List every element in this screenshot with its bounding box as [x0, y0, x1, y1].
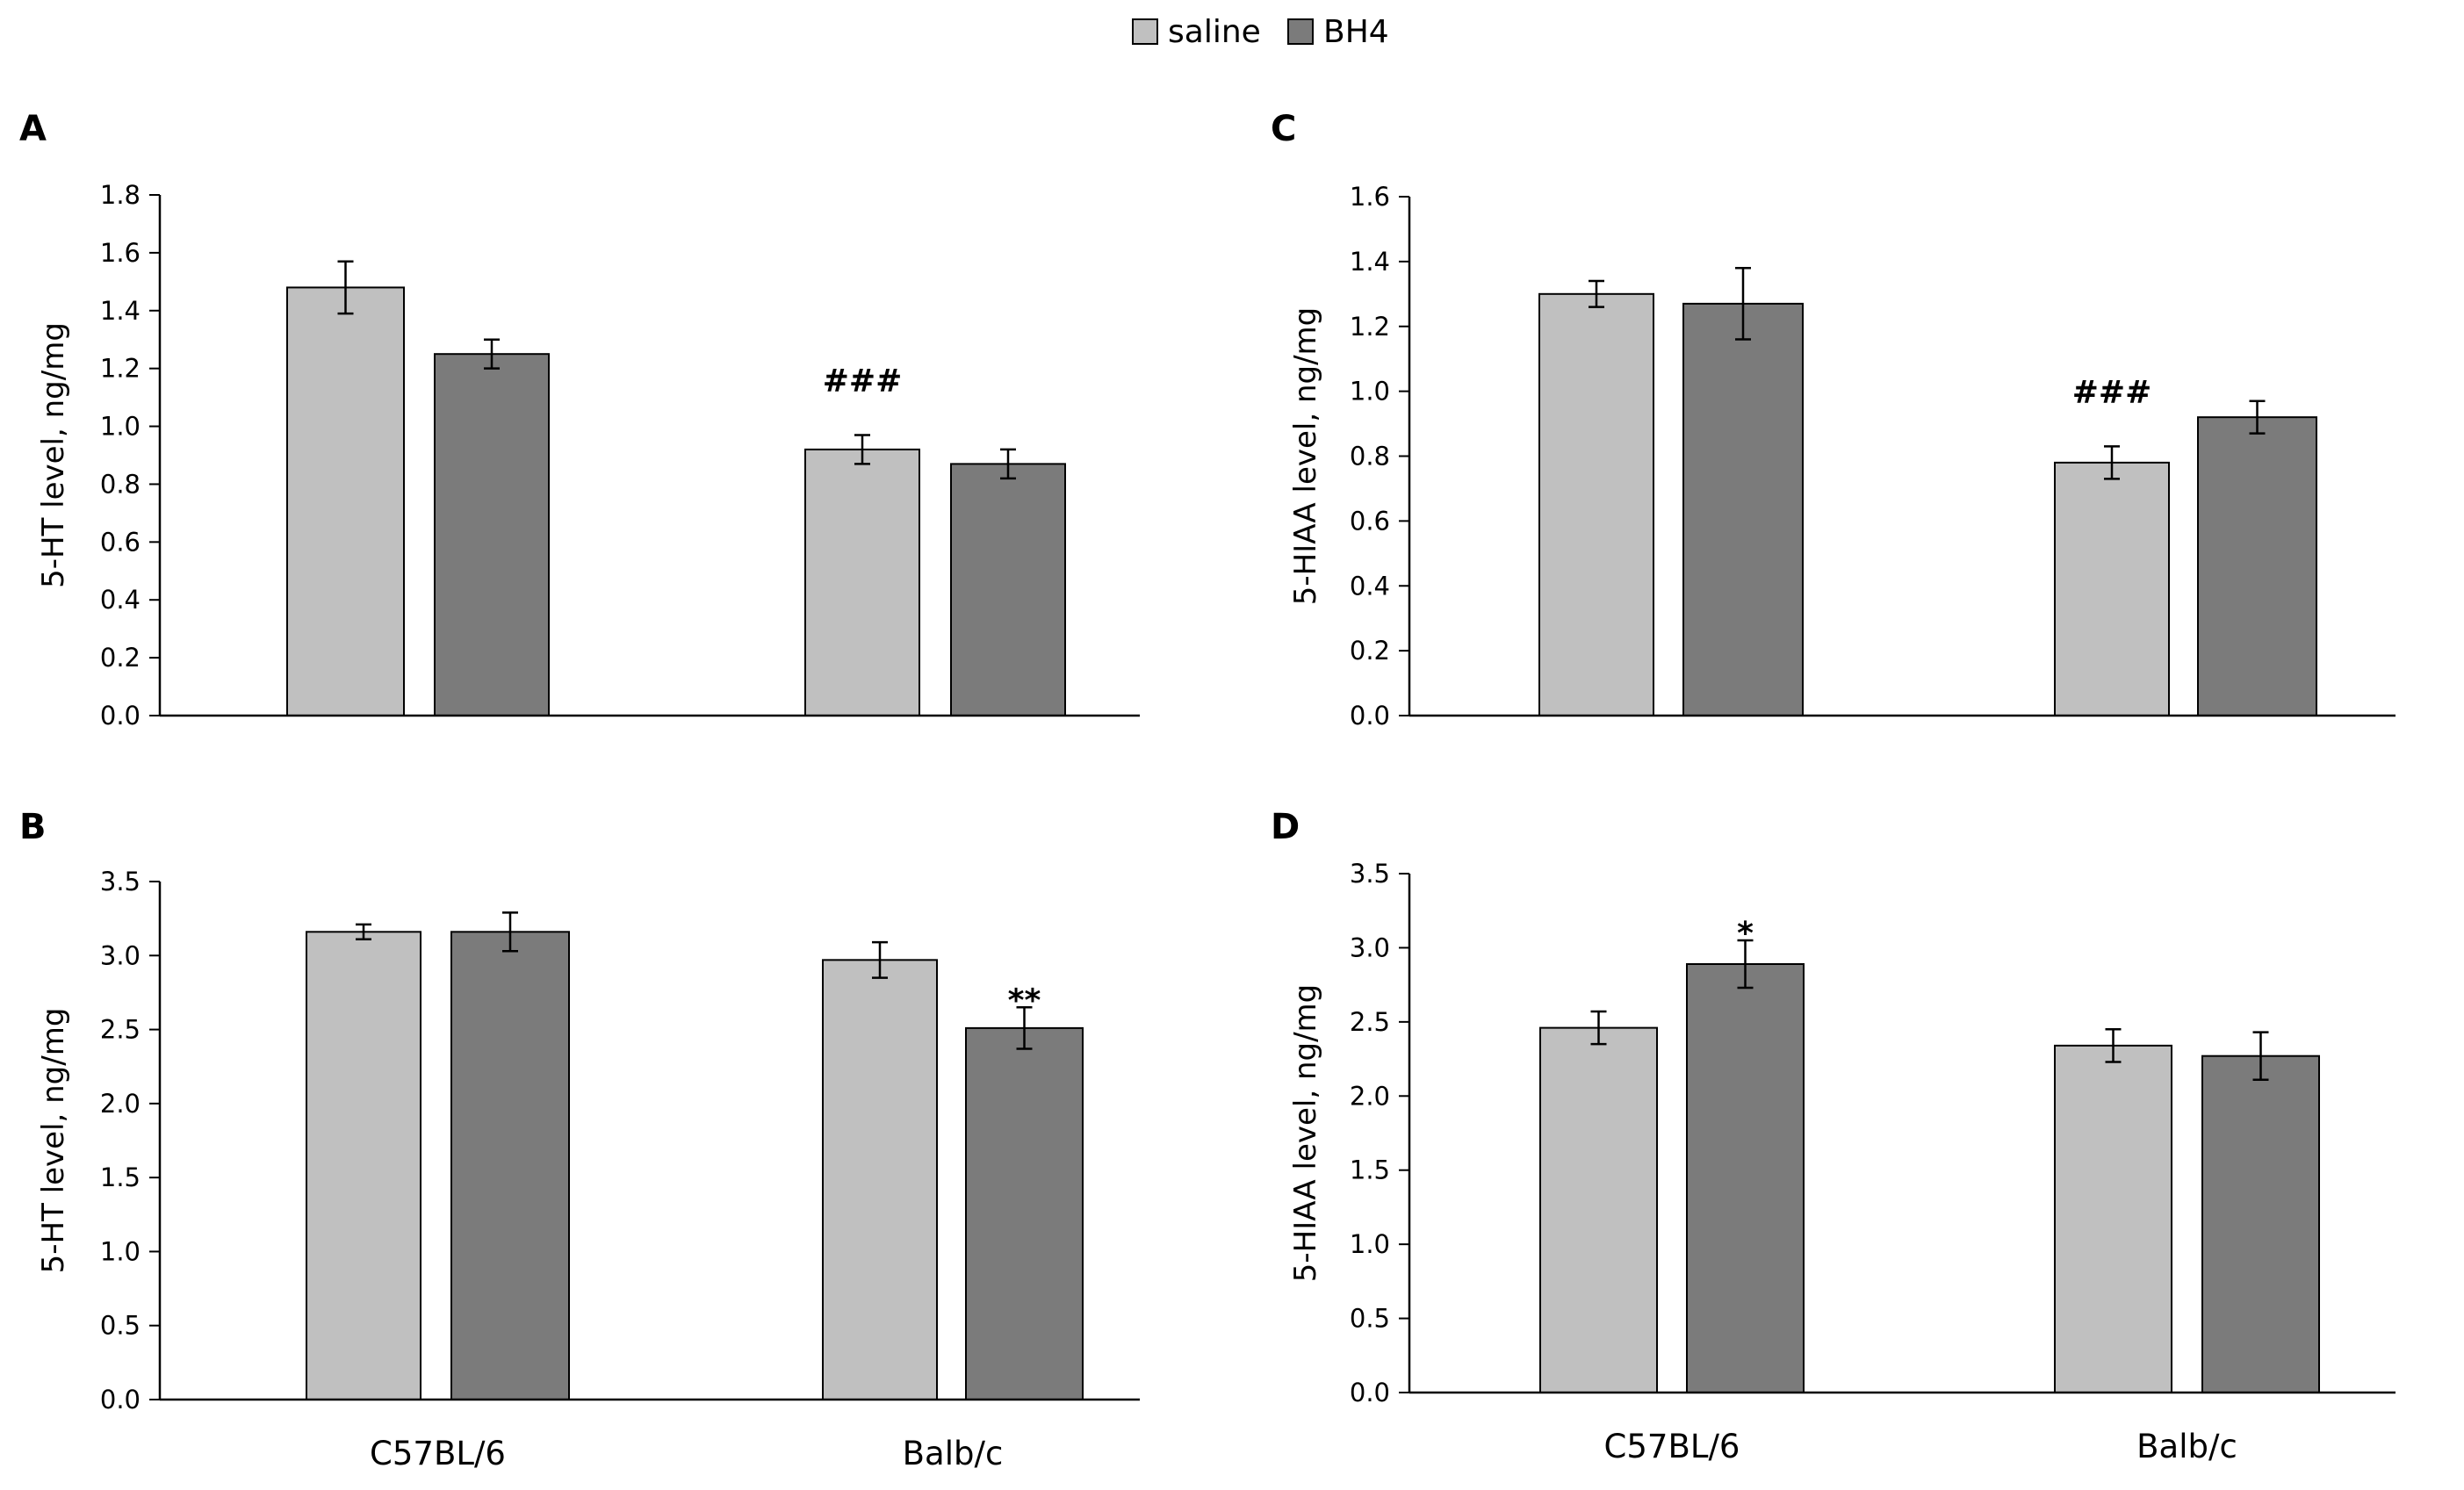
- legend-label-bh4: BH4: [1323, 14, 1389, 50]
- x-category-label: C57BL/6: [1604, 1428, 1740, 1465]
- error-bar: [484, 338, 500, 370]
- y-tick-label: 1.6: [100, 238, 140, 268]
- y-tick-label: 2.5: [1350, 1007, 1390, 1037]
- y-tick-label: 3.0: [1350, 932, 1390, 962]
- y-tick-label: 0.6: [100, 527, 140, 557]
- x-category-label: Balb/c: [2136, 1428, 2237, 1465]
- y-axis-label: 5-HT level, ng/mg: [36, 322, 71, 588]
- panel-d: D 5-HIAA level, ng/mg 0.0 0.5 1.0 1.5 2.0 2.5 3.…: [1271, 807, 2396, 1465]
- panel-c: C 5-HIAA level, ng/mg 0.0 0.2 0.4 0.6 0.8 1.0 1.…: [1271, 109, 2396, 731]
- panels: A 5-HT level, ng/mg 0.0 0.2 0.4 0.6 0.8 1.0 1.2 1…: [19, 109, 2396, 1472]
- y-tick-label: 1.5: [100, 1162, 140, 1192]
- y-tick-label: 0.8: [100, 469, 140, 499]
- panel-label: C: [1271, 109, 1296, 149]
- error-bar: [337, 260, 354, 315]
- y-tick-label: 0.8: [1350, 442, 1390, 471]
- bar-bh4-balbc: [965, 1026, 1084, 1401]
- error-bar: [854, 434, 870, 465]
- y-tick-label: 1.0: [1350, 1229, 1390, 1259]
- legend-label-saline: saline: [1168, 14, 1261, 50]
- y-tick-label: 0.0: [100, 1385, 140, 1414]
- y-tick-label: 0.0: [100, 701, 140, 731]
- panel-a: A 5-HT level, ng/mg 0.0 0.2 0.4 0.6 0.8 1.0 1.2 1…: [19, 109, 1140, 731]
- bar-saline-c57bl6: [286, 286, 405, 716]
- y-tick-label: 0.5: [1350, 1304, 1390, 1334]
- y-tick-label: 1.8: [100, 180, 140, 210]
- y-tick-label: 1.5: [1350, 1155, 1390, 1185]
- bar-bh4-c57bl6: [450, 931, 570, 1401]
- error-bar: [1000, 448, 1016, 480]
- y-tick-label: 2.0: [100, 1089, 140, 1119]
- y-tick-label: 1.4: [1350, 247, 1390, 277]
- y-tick-label: 1.0: [100, 1236, 140, 1266]
- y-tick-label: 1.0: [1350, 377, 1390, 407]
- bar-bh4-c57bl6: [1686, 963, 1805, 1393]
- y-tick-label: 1.0: [100, 412, 140, 442]
- y-axis-label: 5-HIAA level, ng/mg: [1288, 984, 1323, 1283]
- y-tick-label: 0.6: [1350, 506, 1390, 536]
- y-tick-label: 0.4: [1350, 571, 1390, 601]
- error-bar: [2249, 399, 2266, 435]
- bar-saline-c57bl6: [1538, 292, 1654, 716]
- bar-saline-c57bl6: [306, 931, 421, 1401]
- error-bar: [1589, 279, 1604, 308]
- y-axis-label: 5-HIAA level, ng/mg: [1288, 307, 1323, 606]
- bar-saline-balbc: [2054, 1044, 2172, 1393]
- bar-bh4-c57bl6: [1682, 302, 1804, 716]
- error-bar: [502, 911, 518, 953]
- bar-bh4-balbc: [950, 463, 1066, 717]
- panel-label: A: [19, 109, 47, 149]
- y-tick-label: 3.0: [100, 940, 140, 970]
- significance-marker: ###: [823, 363, 903, 399]
- y-tick-label: 2.5: [100, 1015, 140, 1045]
- error-bar: [2104, 445, 2120, 480]
- legend-swatch-bh4: [1287, 18, 1314, 45]
- y-tick-label: 0.5: [100, 1311, 140, 1341]
- y-tick-label: 1.4: [100, 296, 140, 326]
- bar-saline-balbc: [822, 959, 938, 1401]
- bar-saline-balbc: [804, 448, 920, 716]
- error-bar: [872, 940, 888, 979]
- bar-saline-balbc: [2054, 461, 2170, 716]
- error-bar: [2252, 1031, 2269, 1081]
- error-bar: [356, 923, 371, 940]
- panel-b: B 5-HT level, ng/mg 0.0 0.5 1.0 1.5 2.0 2.5 3.0 3…: [19, 807, 1140, 1472]
- significance-marker: **: [1008, 983, 1041, 1019]
- error-bar: [1016, 1006, 1033, 1050]
- y-tick-label: 1.6: [1350, 182, 1390, 212]
- y-tick-label: 3.5: [100, 867, 140, 896]
- bar-saline-c57bl6: [1539, 1026, 1658, 1394]
- y-tick-label: 3.5: [1350, 859, 1390, 889]
- x-category-label: C57BL/6: [370, 1435, 506, 1472]
- y-tick-label: 1.2: [1350, 312, 1390, 342]
- bar-bh4-c57bl6: [434, 353, 550, 716]
- y-axis-label: 5-HT level, ng/mg: [36, 1008, 71, 1274]
- y-tick-label: 0.0: [1350, 1378, 1390, 1407]
- y-tick-label: 0.2: [1350, 636, 1390, 666]
- bar-bh4-balbc: [2201, 1055, 2320, 1394]
- y-tick-label: 0.4: [100, 585, 140, 615]
- y-tick-label: 2.0: [1350, 1081, 1390, 1111]
- error-bar: [1735, 267, 1751, 341]
- error-bar: [2105, 1028, 2122, 1063]
- legend: saline BH4: [1132, 14, 1389, 50]
- bar-bh4-balbc: [2197, 416, 2317, 716]
- error-bar: [1737, 939, 1754, 990]
- significance-marker: *: [1737, 916, 1754, 952]
- panel-label: B: [19, 807, 47, 847]
- significance-marker: ###: [2072, 374, 2152, 410]
- x-category-label: Balb/c: [903, 1435, 1004, 1472]
- y-tick-label: 0.2: [100, 643, 140, 673]
- legend-swatch-saline: [1132, 18, 1158, 45]
- y-tick-label: 1.2: [100, 354, 140, 384]
- y-tick-label: 0.0: [1350, 701, 1390, 731]
- panel-label: D: [1271, 807, 1300, 847]
- error-bar: [1590, 1010, 1607, 1046]
